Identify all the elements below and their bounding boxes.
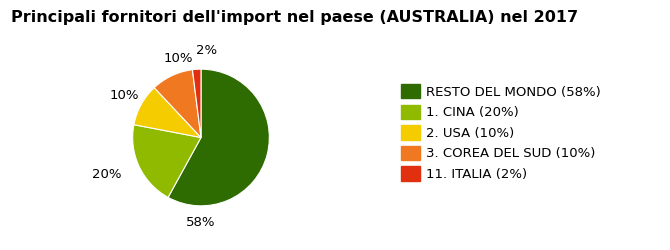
Wedge shape bbox=[192, 69, 201, 138]
Text: 10%: 10% bbox=[110, 89, 139, 102]
Text: 10%: 10% bbox=[163, 52, 193, 65]
Legend: RESTO DEL MONDO (58%), 1. CINA (20%), 2. USA (10%), 3. COREA DEL SUD (10%), 11. : RESTO DEL MONDO (58%), 1. CINA (20%), 2.… bbox=[399, 82, 604, 184]
Wedge shape bbox=[133, 125, 201, 198]
Wedge shape bbox=[134, 88, 201, 138]
Text: 58%: 58% bbox=[186, 216, 216, 230]
Wedge shape bbox=[168, 69, 269, 206]
Text: Principali fornitori dell'import nel paese (AUSTRALIA) nel 2017: Principali fornitori dell'import nel pae… bbox=[11, 10, 578, 25]
Text: 20%: 20% bbox=[92, 168, 122, 181]
Wedge shape bbox=[154, 70, 201, 138]
Text: 2%: 2% bbox=[196, 44, 216, 57]
